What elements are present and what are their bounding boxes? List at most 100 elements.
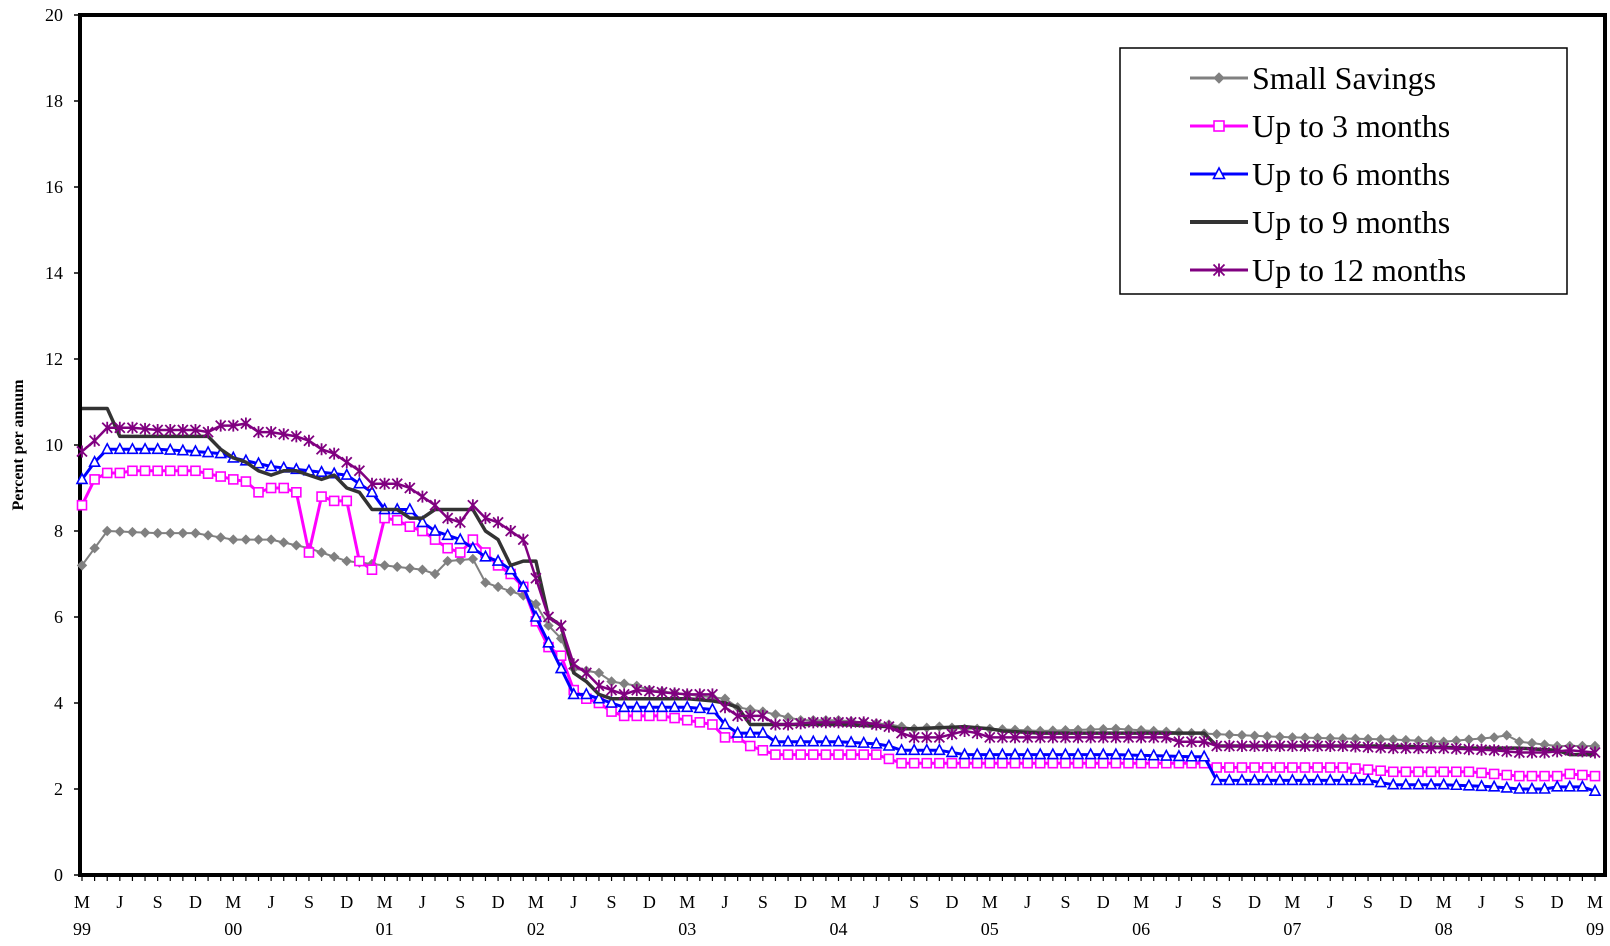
data-point [163, 442, 177, 455]
data-point [794, 734, 808, 747]
data-point [567, 687, 581, 700]
data-point [416, 490, 429, 503]
data-point [997, 757, 1008, 769]
data-point [983, 747, 997, 760]
data-point [1337, 740, 1349, 752]
data-point [529, 609, 543, 622]
data-point [769, 718, 782, 731]
legend-entry: Up to 12 months [1190, 252, 1466, 288]
x-tick-label-year: 02 [527, 919, 545, 939]
data-point [1022, 757, 1033, 769]
x-tick-label-month: M [1284, 892, 1300, 912]
data-point [366, 477, 378, 490]
data-point [1412, 777, 1425, 790]
data-point [1021, 747, 1034, 760]
y-tick-label: 4 [54, 693, 63, 713]
data-point [1134, 748, 1148, 761]
data-point [592, 691, 606, 704]
data-point [1172, 749, 1186, 762]
x-tick-label-year: 07 [1283, 919, 1301, 939]
data-point [1110, 757, 1122, 769]
data-point [391, 514, 403, 526]
data-point [1046, 747, 1060, 760]
data-point [454, 547, 466, 558]
data-point [189, 444, 202, 457]
data-point [1224, 762, 1235, 773]
data-point [467, 553, 479, 565]
x-tick-label-year: 06 [1132, 919, 1150, 939]
data-point [1148, 731, 1160, 744]
data-point [492, 581, 504, 593]
x-tick-label-month: M [1133, 892, 1149, 912]
data-point [1059, 747, 1072, 760]
data-point [757, 744, 769, 756]
legend-label: Up to 3 months [1252, 108, 1450, 144]
data-point [480, 577, 491, 588]
data-point [668, 700, 681, 713]
data-point [833, 749, 844, 760]
data-point [1236, 762, 1248, 773]
data-point [618, 678, 630, 689]
y-axis: 0 2 4 6 8 10 12 14 16 18 20 [45, 5, 82, 885]
data-point [644, 710, 655, 722]
data-point [353, 476, 366, 489]
data-point [1437, 777, 1451, 790]
data-point [265, 426, 277, 439]
data-point [101, 421, 113, 434]
y-tick-label: 2 [54, 779, 63, 799]
data-point [240, 417, 252, 430]
data-point [517, 533, 529, 546]
data-point [1122, 747, 1135, 760]
x-tick-label-month: D [1248, 892, 1261, 912]
data-point [102, 525, 113, 537]
data-point [1576, 745, 1589, 758]
data-point [303, 547, 315, 558]
data-point [114, 421, 126, 434]
data-point [631, 710, 643, 722]
data-point [871, 749, 882, 760]
y-tick-label: 18 [45, 91, 63, 111]
data-point [152, 527, 163, 539]
data-point [76, 499, 88, 511]
data-point [176, 443, 190, 456]
data-point [744, 740, 756, 752]
data-point [340, 467, 354, 480]
data-point [378, 477, 391, 490]
data-point [1248, 740, 1261, 752]
x-tick-label-year: 01 [376, 919, 394, 939]
data-point [1412, 742, 1425, 755]
data-point [606, 706, 617, 717]
data-point [984, 757, 996, 769]
data-point [152, 465, 163, 477]
data-point [845, 716, 857, 729]
data-point [1248, 773, 1261, 786]
data-point [1034, 757, 1046, 769]
x-tick-label-month: M [1587, 892, 1603, 912]
data-point [1362, 764, 1374, 775]
data-point [139, 527, 151, 538]
data-point [190, 527, 201, 539]
data-point [631, 684, 643, 697]
x-tick-label-month: M [528, 892, 544, 912]
data-point [971, 727, 983, 740]
data-point [177, 527, 189, 539]
data-point [492, 516, 504, 529]
data-point [756, 725, 770, 738]
x-tick-label-month: M [679, 892, 695, 912]
data-point [1577, 769, 1588, 781]
data-point [1451, 766, 1462, 778]
x-tick-label-year: 03 [678, 919, 696, 939]
data-point [1487, 779, 1501, 792]
series-layer [75, 406, 1602, 796]
data-point [1286, 740, 1299, 752]
data-point [479, 549, 492, 562]
x-tick-label-month: M [1436, 892, 1452, 912]
data-point [908, 757, 920, 769]
data-point [1488, 732, 1500, 743]
data-point [1399, 777, 1413, 790]
data-point [417, 564, 428, 575]
data-point [858, 716, 870, 729]
data-point [1513, 746, 1525, 759]
data-point [101, 467, 113, 479]
data-point [1476, 767, 1487, 779]
